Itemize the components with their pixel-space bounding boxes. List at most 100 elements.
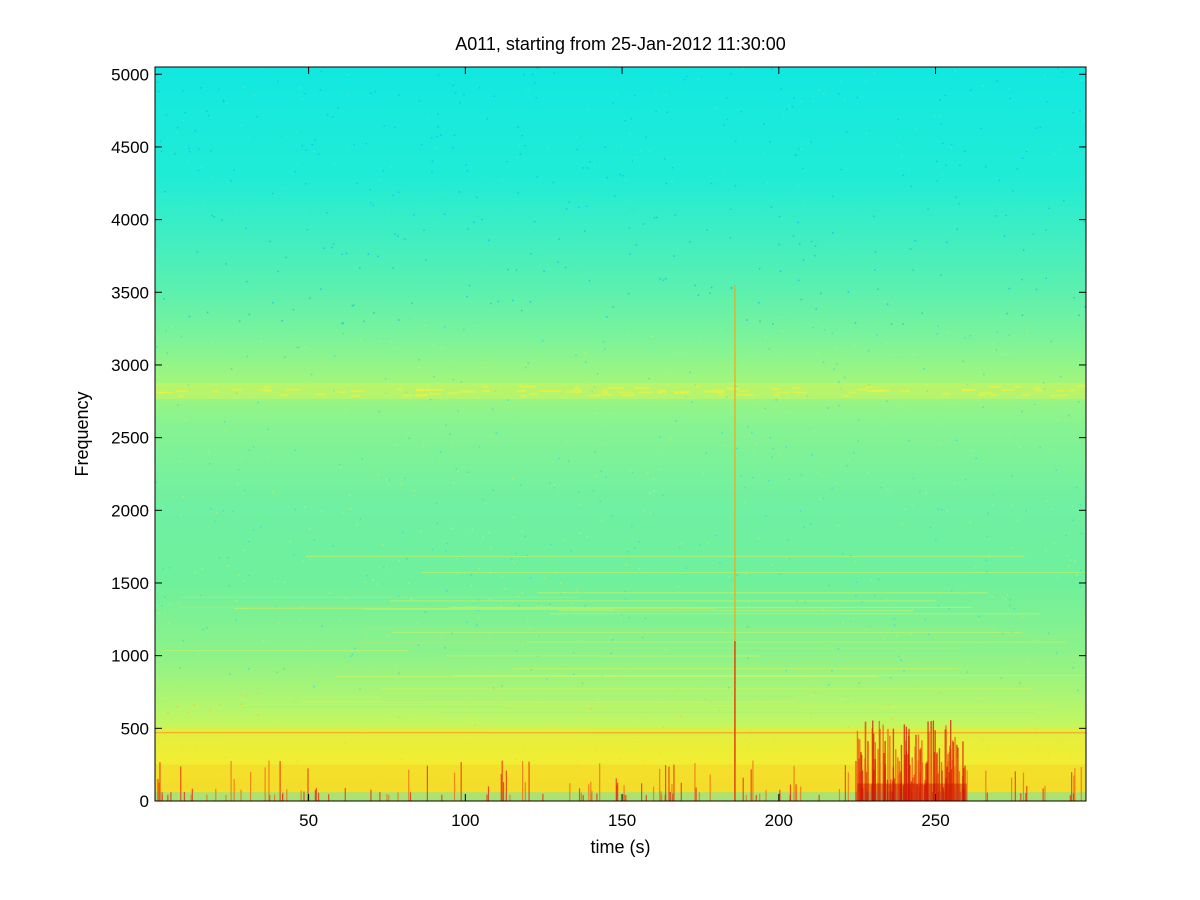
speckle <box>492 489 495 492</box>
speckle <box>370 92 372 94</box>
speckle <box>910 185 912 188</box>
speckle <box>850 696 853 699</box>
speckle <box>449 433 451 435</box>
speckle <box>304 506 306 508</box>
speckle <box>1050 340 1052 343</box>
speckle <box>769 437 772 439</box>
speckle <box>543 577 546 580</box>
speckle <box>424 324 426 327</box>
speckle <box>992 493 995 496</box>
speckle <box>298 619 301 621</box>
speckle <box>807 142 810 144</box>
speckle <box>304 346 306 348</box>
speckle <box>799 242 801 245</box>
plot-area <box>155 67 1086 801</box>
speckle <box>487 532 490 534</box>
speckle <box>515 552 517 555</box>
speckle <box>246 355 249 358</box>
speckle <box>177 404 179 406</box>
band-segment <box>695 385 700 388</box>
speckle <box>817 245 819 247</box>
speckle <box>812 100 814 102</box>
speckle <box>940 423 943 425</box>
speckle <box>425 259 427 261</box>
speckle <box>521 592 524 594</box>
speckle <box>912 354 914 356</box>
band-segment <box>1001 389 1014 392</box>
speckle <box>926 390 929 392</box>
speckle <box>638 212 640 215</box>
speckle <box>674 214 677 216</box>
speckle <box>576 135 578 138</box>
speckle <box>257 693 259 695</box>
speckle <box>489 598 491 600</box>
speckle <box>475 624 478 626</box>
speckle <box>854 560 856 563</box>
speckle <box>373 312 375 314</box>
speckle <box>481 218 483 221</box>
speckle <box>998 179 1001 182</box>
speckle <box>887 358 889 361</box>
speckle <box>521 530 523 533</box>
speckle <box>517 126 519 128</box>
speckle <box>1046 500 1049 502</box>
speckle <box>1021 314 1024 316</box>
speckle <box>770 206 773 208</box>
speckle <box>200 595 203 598</box>
speckle <box>811 677 814 679</box>
speckle <box>940 442 942 444</box>
speckle <box>384 378 387 380</box>
speckle <box>834 219 836 221</box>
speckle <box>1060 375 1062 378</box>
speckle <box>155 586 157 589</box>
y-tick-label: 0 <box>140 792 149 811</box>
speckle <box>844 376 846 379</box>
speckle <box>752 236 754 238</box>
speckle <box>1072 519 1074 521</box>
speckle <box>1068 565 1070 567</box>
y-tick-label: 2500 <box>111 429 149 448</box>
speckle <box>166 352 169 354</box>
speckle <box>589 161 591 163</box>
speckle <box>196 251 199 253</box>
speckle <box>211 175 213 177</box>
speckle <box>226 556 229 559</box>
band-segment <box>634 386 650 389</box>
speckle <box>530 669 533 671</box>
band-segment <box>942 392 950 395</box>
speckle <box>363 320 365 322</box>
speckle <box>384 392 387 395</box>
speckle <box>296 346 298 349</box>
speckle <box>207 114 210 117</box>
speckle <box>387 716 389 718</box>
speckle <box>1066 554 1069 557</box>
speckle <box>564 266 567 269</box>
speckle <box>905 410 907 413</box>
speckle <box>201 568 203 570</box>
speckle <box>295 131 298 133</box>
speckle <box>622 175 625 177</box>
speckle <box>326 212 328 214</box>
band-segment <box>517 390 527 393</box>
speckle <box>944 232 946 234</box>
speckle <box>858 385 860 387</box>
speckle <box>764 336 767 338</box>
speckle <box>162 568 164 570</box>
speckle <box>923 368 925 370</box>
speckle <box>410 597 412 600</box>
speckle <box>347 74 349 76</box>
speckle <box>627 551 629 553</box>
speckle <box>1072 667 1074 669</box>
speckle <box>209 709 212 712</box>
speckle <box>492 687 495 689</box>
speckle <box>361 458 363 460</box>
speckle <box>728 576 730 578</box>
speckle <box>450 527 452 529</box>
speckle <box>1039 126 1042 129</box>
speckle <box>526 554 529 557</box>
speckle <box>793 97 795 99</box>
speckle <box>463 328 465 331</box>
speckle <box>1001 596 1004 599</box>
speckle <box>904 508 907 510</box>
speckle <box>628 133 631 135</box>
